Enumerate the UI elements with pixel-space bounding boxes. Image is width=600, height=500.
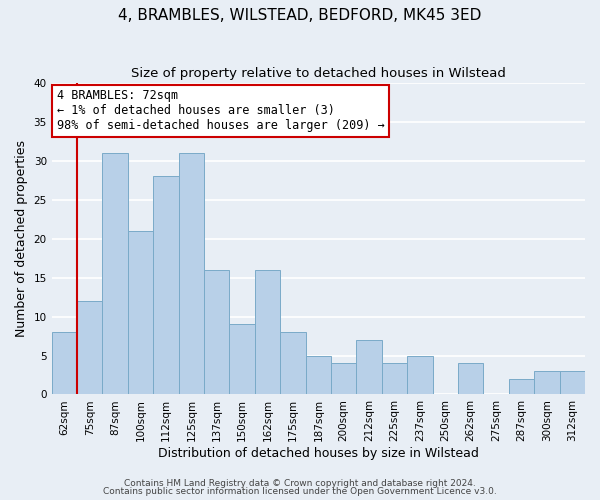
Bar — [229, 324, 255, 394]
Bar — [52, 332, 77, 394]
Bar — [103, 153, 128, 394]
Bar — [458, 364, 484, 394]
Text: 4, BRAMBLES, WILSTEAD, BEDFORD, MK45 3ED: 4, BRAMBLES, WILSTEAD, BEDFORD, MK45 3ED — [118, 8, 482, 22]
Bar — [509, 379, 534, 394]
Bar — [331, 364, 356, 394]
Bar — [179, 153, 204, 394]
Bar — [356, 340, 382, 394]
Bar — [77, 301, 103, 394]
X-axis label: Distribution of detached houses by size in Wilstead: Distribution of detached houses by size … — [158, 447, 479, 460]
Bar — [305, 356, 331, 395]
Bar — [534, 371, 560, 394]
Bar — [382, 364, 407, 394]
Bar — [407, 356, 433, 395]
Text: Contains HM Land Registry data © Crown copyright and database right 2024.: Contains HM Land Registry data © Crown c… — [124, 478, 476, 488]
Bar — [128, 231, 153, 394]
Y-axis label: Number of detached properties: Number of detached properties — [15, 140, 28, 338]
Text: 4 BRAMBLES: 72sqm
← 1% of detached houses are smaller (3)
98% of semi-detached h: 4 BRAMBLES: 72sqm ← 1% of detached house… — [57, 90, 385, 132]
Text: Contains public sector information licensed under the Open Government Licence v3: Contains public sector information licen… — [103, 487, 497, 496]
Bar — [204, 270, 229, 394]
Bar — [255, 270, 280, 394]
Bar — [280, 332, 305, 394]
Bar — [560, 371, 585, 394]
Title: Size of property relative to detached houses in Wilstead: Size of property relative to detached ho… — [131, 68, 506, 80]
Bar — [153, 176, 179, 394]
